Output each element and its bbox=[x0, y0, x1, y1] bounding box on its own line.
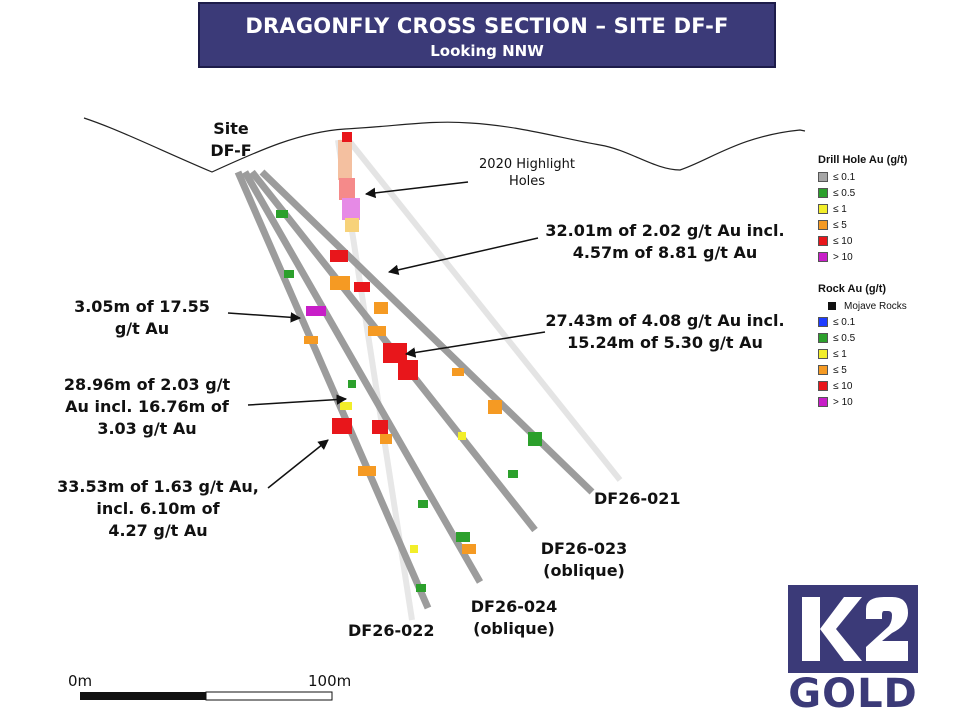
scale-end-label: 100m bbox=[308, 672, 352, 690]
legend-swatch bbox=[818, 397, 828, 407]
callout-line: 15.24m of 5.30 g/t Au bbox=[567, 333, 763, 352]
callout-c4: 28.96m of 2.03 g/t Au incl. 16.76m of 3.… bbox=[52, 374, 242, 440]
callout-arrows bbox=[227, 181, 546, 489]
legend-label: ≤ 1 bbox=[833, 348, 847, 360]
legend-item: ≤ 0.5 bbox=[818, 330, 907, 346]
hole-label-line: (oblique) bbox=[473, 619, 555, 638]
page-subtitle: Looking NNW bbox=[430, 42, 544, 60]
mojave-rock-icon bbox=[828, 302, 836, 310]
callout-c5: 33.53m of 1.63 g/t Au, incl. 6.10m of 4.… bbox=[42, 476, 274, 542]
legend-swatch bbox=[818, 172, 828, 182]
legend-swatch bbox=[818, 333, 828, 343]
legend-label: ≤ 5 bbox=[833, 219, 847, 231]
highlight-hole-top-intercepts bbox=[338, 132, 360, 232]
arrow-highlight bbox=[364, 181, 469, 199]
title-box: DRAGONFLY CROSS SECTION – SITE DF-F Look… bbox=[198, 2, 776, 68]
hole-label-df26-022: DF26-022 bbox=[348, 620, 435, 642]
callout-line: 3.03 g/t Au bbox=[97, 419, 197, 438]
callout-line: 4.27 g/t Au bbox=[108, 521, 208, 540]
legend-label: ≤ 10 bbox=[833, 235, 853, 247]
callout-line: 32.01m of 2.02 g/t Au incl. bbox=[545, 221, 785, 240]
legend-item: > 10 bbox=[818, 249, 907, 265]
callout-line: 33.53m of 1.63 g/t Au, bbox=[57, 477, 259, 496]
legend-item: ≤ 10 bbox=[818, 378, 907, 394]
callout-line: incl. 6.10m of bbox=[96, 499, 220, 518]
arrow-c1 bbox=[387, 237, 539, 276]
legend-swatch bbox=[818, 381, 828, 391]
arrow-c2 bbox=[227, 312, 302, 323]
legend-item-mojave: Mojave Rocks bbox=[818, 298, 907, 314]
intercept-bars bbox=[276, 210, 542, 592]
legend-item: ≤ 5 bbox=[818, 362, 907, 378]
legend-item: ≤ 1 bbox=[818, 201, 907, 217]
hole-label-line: DF26-021 bbox=[594, 489, 681, 508]
hole-label-line: (oblique) bbox=[543, 561, 625, 580]
callout-line: 4.57m of 8.81 g/t Au bbox=[572, 243, 758, 262]
callout-line: Holes bbox=[508, 174, 546, 189]
legend-item: ≤ 0.5 bbox=[818, 185, 907, 201]
legend-item: ≤ 0.1 bbox=[818, 314, 907, 330]
highlight-holes-label: 2020 Highlight Holes bbox=[462, 156, 592, 190]
arrow-c5 bbox=[267, 439, 329, 489]
legend-label: ≤ 1 bbox=[833, 203, 847, 215]
callout-line: 28.96m of 2.03 g/t bbox=[63, 375, 231, 394]
callout-line: Au incl. 16.76m of bbox=[65, 397, 229, 416]
legend-swatch bbox=[818, 220, 828, 230]
legend-swatch bbox=[818, 204, 828, 214]
k2-logo-mark-icon bbox=[788, 585, 918, 673]
hole-label-df26-021: DF26-021 bbox=[594, 488, 681, 510]
logo-text: GOLD bbox=[788, 671, 918, 717]
legend-swatch bbox=[818, 349, 828, 359]
legend-label: ≤ 0.5 bbox=[833, 187, 856, 199]
trace-df26-022 bbox=[234, 170, 432, 610]
callout-c2: 3.05m of 17.55 g/t Au bbox=[62, 296, 222, 340]
legend-swatch bbox=[818, 365, 828, 375]
hole-label-line: DF26-024 bbox=[470, 597, 558, 616]
callout-c1: 32.01m of 2.02 g/t Au incl. 4.57m of 8.8… bbox=[540, 220, 790, 264]
hole-label-df26-023: DF26-023 (oblique) bbox=[532, 538, 636, 582]
legend-swatch bbox=[818, 188, 828, 198]
legend-swatch bbox=[818, 252, 828, 262]
hole-label-df26-024: DF26-024 (oblique) bbox=[462, 596, 566, 640]
callout-line: 27.43m of 4.08 g/t Au incl. bbox=[545, 311, 785, 330]
legend-label: Mojave Rocks bbox=[844, 300, 907, 312]
legend-title: Drill Hole Au (g/t) bbox=[818, 154, 908, 166]
legend-label: ≤ 5 bbox=[833, 364, 847, 376]
site-label: Site DF-F bbox=[200, 118, 262, 162]
legend-label: ≤ 0.5 bbox=[833, 332, 856, 344]
arrow-c3 bbox=[404, 331, 546, 358]
legend-item: ≤ 1 bbox=[818, 346, 907, 362]
site-label-line: Site bbox=[213, 119, 249, 138]
legend-title: Rock Au (g/t) bbox=[818, 283, 887, 295]
legend-drill-hole-au: Drill Hole Au (g/t) ≤ 0.1 ≤ 0.5 ≤ 1 ≤ 5 ≤ 10… bbox=[818, 154, 907, 265]
legend-swatch bbox=[818, 236, 828, 246]
legend-item: > 10 bbox=[818, 394, 907, 410]
legend-label: ≤ 0.1 bbox=[833, 171, 856, 183]
page-title: DRAGONFLY CROSS SECTION – SITE DF-F bbox=[245, 14, 729, 38]
legend-rock-au: Rock Au (g/t) Mojave Rocks ≤ 0.1 ≤ 0.5 ≤ 1… bbox=[818, 283, 907, 410]
legend-item: ≤ 0.1 bbox=[818, 169, 907, 185]
legend-label: > 10 bbox=[833, 251, 853, 263]
scale-bar bbox=[80, 691, 333, 701]
hole-label-line: DF26-022 bbox=[348, 621, 435, 640]
legend-label: ≤ 10 bbox=[833, 380, 853, 392]
topography-line bbox=[83, 117, 806, 173]
k2-logo-mark bbox=[788, 585, 918, 673]
scale-start-label: 0m bbox=[68, 672, 93, 690]
trace-df26-024 bbox=[241, 170, 484, 584]
hole-label-line: DF26-023 bbox=[540, 539, 628, 558]
k2-gold-logo: GOLD bbox=[788, 585, 918, 717]
callout-line: 3.05m of 17.55 bbox=[74, 297, 210, 316]
legend-item: ≤ 10 bbox=[818, 233, 907, 249]
site-label-line: DF-F bbox=[210, 141, 252, 160]
legend-label: ≤ 0.1 bbox=[833, 316, 856, 328]
callout-line: 2020 Highlight bbox=[479, 157, 575, 172]
callout-c3: 27.43m of 4.08 g/t Au incl. 15.24m of 5.… bbox=[540, 310, 790, 354]
callout-line: g/t Au bbox=[114, 319, 170, 338]
legend-label: > 10 bbox=[833, 396, 853, 408]
legend-item: ≤ 5 bbox=[818, 217, 907, 233]
arrow-c4 bbox=[247, 394, 348, 406]
legend-swatch bbox=[818, 317, 828, 327]
